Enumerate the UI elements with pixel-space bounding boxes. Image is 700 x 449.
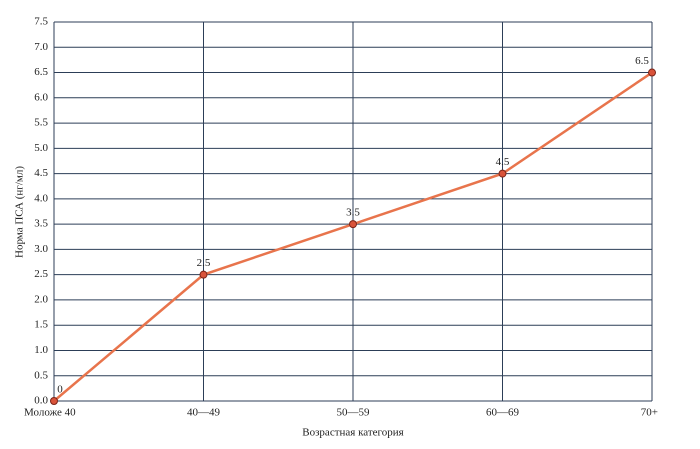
data-point (349, 220, 357, 229)
y-tick-label: 6.5 (34, 66, 48, 78)
data-point (648, 68, 656, 77)
y-tick-label: 4.0 (34, 192, 48, 204)
y-tick-label: 3.0 (34, 243, 48, 255)
y-tick-label: 5.5 (34, 117, 48, 129)
x-tick-label: 60—69 (486, 407, 520, 419)
x-tick-label: 40—49 (187, 407, 221, 419)
y-tick-label: 6.0 (34, 91, 48, 103)
y-tick-label: 1.5 (34, 319, 48, 331)
y-axis-label: Норма ПСА (нг/мл) (14, 166, 26, 258)
y-tick-label: 0.5 (34, 369, 48, 381)
data-label: 2.5 (197, 257, 211, 269)
x-axis-label: Возрастная категория (302, 427, 403, 439)
x-tick-label: Моложе 40 (24, 407, 76, 419)
data-point (498, 169, 507, 178)
x-tick-label: 50—59 (337, 407, 371, 419)
data-label: 4.5 (496, 156, 510, 168)
y-tick-label: 0.0 (34, 395, 48, 407)
y-tick-label: 3.5 (34, 218, 48, 230)
y-tick-label: 7.0 (34, 41, 48, 53)
y-tick-label: 4.5 (34, 167, 48, 179)
x-tick-label: 70+ (641, 407, 658, 419)
data-label: 6.5 (635, 55, 649, 67)
data-label: 3.5 (346, 207, 360, 219)
y-tick-label: 2.0 (34, 293, 48, 305)
data-point (50, 397, 58, 405)
y-tick-label: 5.0 (34, 142, 48, 154)
data-point (199, 270, 208, 279)
y-tick-label: 2.5 (34, 268, 48, 280)
data-label: 0 (57, 384, 63, 396)
y-tick-label: 7.5 (34, 16, 48, 28)
y-tick-label: 1.0 (34, 344, 48, 356)
